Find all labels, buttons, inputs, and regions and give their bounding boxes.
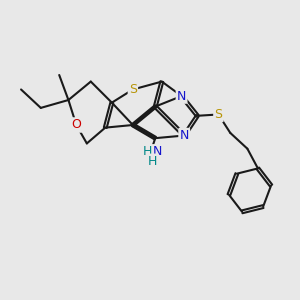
Text: N: N (153, 145, 163, 158)
Text: N: N (179, 129, 189, 142)
Text: O: O (71, 118, 81, 131)
Text: S: S (214, 108, 222, 121)
Text: N: N (177, 90, 186, 103)
Text: S: S (129, 83, 137, 96)
Text: H: H (148, 155, 157, 168)
Text: H: H (143, 145, 152, 158)
